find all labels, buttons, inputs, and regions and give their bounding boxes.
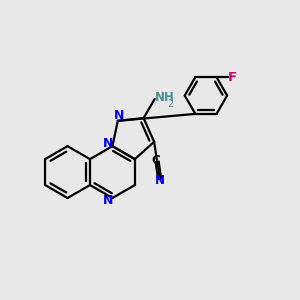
Text: N: N	[114, 109, 124, 122]
Text: N: N	[155, 174, 165, 187]
Text: N: N	[103, 194, 113, 207]
Text: NH: NH	[155, 91, 175, 104]
Text: C: C	[152, 154, 161, 166]
Text: 2: 2	[168, 99, 174, 109]
Text: N: N	[103, 137, 113, 150]
Text: F: F	[227, 71, 236, 84]
